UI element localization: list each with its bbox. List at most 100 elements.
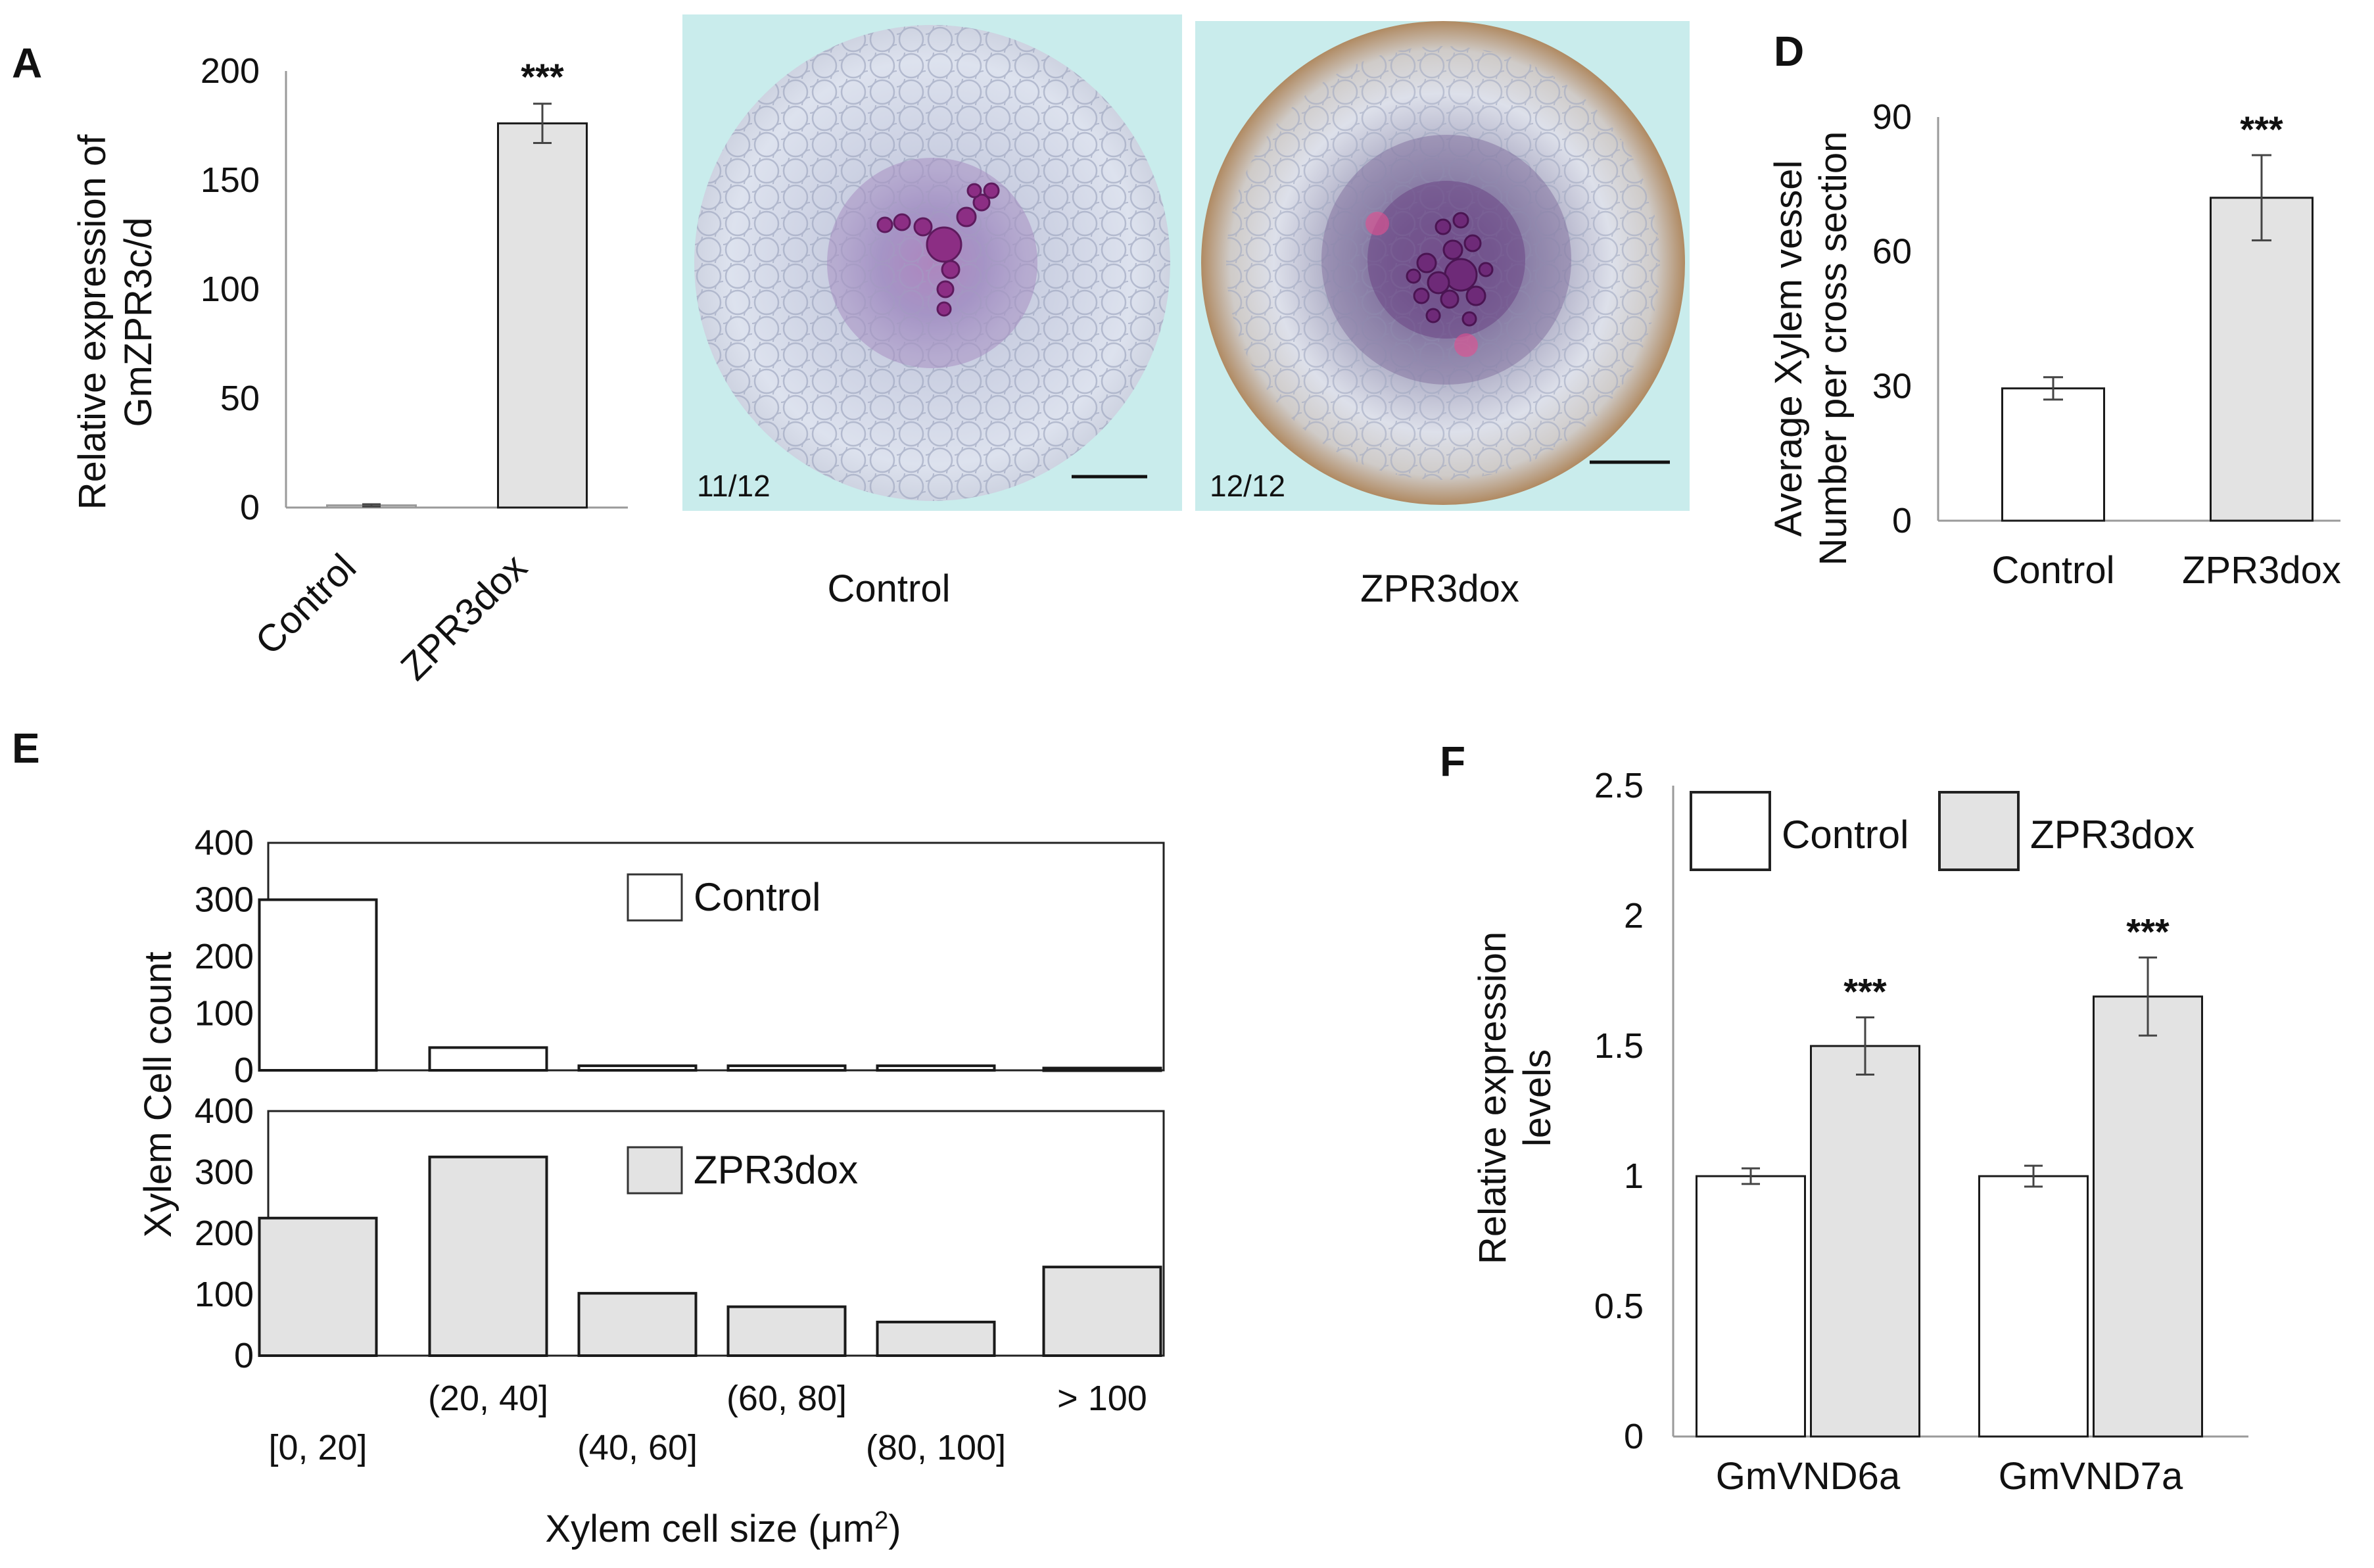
panel-e-bar-zpr3dox-3 [726, 1305, 847, 1357]
panel-e-xtick-3: (60, 80] [726, 1379, 847, 1418]
panel-e-ytick-zpr3dox-4: 400 [195, 1091, 254, 1131]
panel-f-legend-swatch-zpr3dox [1938, 791, 2020, 871]
panel-a-ytick-0: 0 [240, 488, 260, 527]
panel-a-ytick-4: 200 [201, 51, 260, 91]
panel-e-legend-label-control: Control [694, 875, 820, 919]
micrograph-zpr3dox-fraction: 12/12 [1210, 469, 1285, 503]
panel-e-bar-control-2 [577, 1064, 698, 1072]
panel-d-bar-control [2001, 387, 2105, 522]
panel-a-bar-zpr3dox [497, 122, 588, 509]
micrograph-zpr3dox: 12/12 ZPR3dox [1195, 21, 1690, 610]
panel-d-bar-zpr3dox [2210, 197, 2314, 522]
panel-e-ytick-control-2: 200 [195, 937, 254, 976]
panel-d-y-axis-label: Average Xylem vessel Number per cross se… [1767, 131, 1855, 566]
panel-d-ylabel-line-2: Number per cross section [1812, 131, 1855, 566]
panel-f-ytick-1: 0.5 [1594, 1287, 1644, 1326]
panel-e-bar-control-0 [258, 898, 378, 1072]
panel-a-ylabel-line-1: Relative expression of [71, 134, 114, 510]
panel-e-xtick-5: > 100 [1057, 1379, 1147, 1418]
micrograph-zpr3dox-inner-stele [1367, 181, 1525, 339]
panel-f-ytick-4: 2 [1624, 896, 1644, 936]
panel-e-bar-control-4 [876, 1064, 996, 1072]
micrograph-control-xylem-cluster [876, 182, 1000, 317]
panel-f-bar-zpr3dox-gmvnd6a [1810, 1045, 1920, 1438]
panel-a-ylabel-line-2: GmZPR3c/d [117, 217, 160, 427]
panel-e-ytick-zpr3dox-3: 300 [195, 1152, 254, 1192]
panel-f-legend-label-control: Control [1782, 813, 1909, 857]
panel-e-bar-control-5 [1042, 1066, 1162, 1072]
panel-letter-f: F [1440, 738, 1465, 785]
panel-e-legend-swatch-control [627, 873, 683, 922]
panel-f-bar-zpr3dox-gmvnd7a [2093, 995, 2203, 1438]
panel-letter-d: D [1774, 28, 1804, 75]
panel-e-ytick-zpr3dox-2: 200 [195, 1214, 254, 1253]
panel-f-bar-control-gmvnd7a [1978, 1175, 2089, 1438]
micrograph-control-stele [827, 158, 1037, 368]
panel-e-bar-zpr3dox-2 [577, 1292, 698, 1358]
panel-f-legend-label-zpr3dox: ZPR3dox [2030, 813, 2195, 857]
panel-f-ylabel-line-1: Relative expression [1471, 932, 1514, 1264]
panel-e-ytick-control-1: 100 [195, 994, 254, 1033]
panel-e-y-axis-label: Xylem Cell count [137, 951, 179, 1237]
panel-d-significance-zpr3dox: *** [2240, 108, 2283, 150]
micrograph-zpr3dox-xylem-cluster [1406, 212, 1494, 327]
micrograph-control-fraction: 11/12 [697, 469, 771, 503]
panel-f-significance-zpr3dox-gmvnd7a: *** [2126, 911, 2170, 952]
panel-e-xlabel-close: ) [888, 1508, 901, 1550]
panel-f-ytick-2: 1 [1624, 1156, 1644, 1196]
panel-f-ytick-0: 0 [1624, 1417, 1644, 1456]
panel-f-y-axis-label: Relative expression levels [1471, 932, 1559, 1264]
panel-f-bar-control-gmvnd6a [1696, 1175, 1806, 1438]
panel-e-xtick-4: (80, 100] [866, 1428, 1006, 1467]
panel-e-bar-zpr3dox-1 [428, 1155, 548, 1357]
panel-e-xtick-0: [0, 20] [268, 1428, 367, 1467]
panel-a-ytick-2: 100 [201, 270, 260, 309]
panel-f-ytick-5: 2.5 [1594, 766, 1644, 805]
panel-d-ytick-3: 90 [1872, 97, 1912, 137]
panel-a-ytick-3: 150 [201, 160, 260, 200]
panel-e-bar-zpr3dox-4 [876, 1320, 996, 1357]
panel-e-histogram: Xylem Cell count Xylem cell size (μm2) 0… [137, 823, 1165, 1550]
panel-d-vessel-chart: Average Xylem vessel Number per cross se… [1767, 97, 2341, 592]
panel-a-significance-zpr3dox: *** [521, 56, 564, 97]
panel-f-legend-swatch-control [1690, 791, 1771, 871]
panel-e-legend-swatch-zpr3dox [627, 1146, 683, 1195]
panel-f-significance-zpr3dox-gmvnd6a: *** [1843, 970, 1887, 1012]
panel-d-xtick-control: Control [1992, 549, 2115, 592]
panel-e-bar-zpr3dox-5 [1042, 1266, 1162, 1358]
panel-f-ylabel-line-2: levels [1516, 1049, 1559, 1147]
panel-e-bar-zpr3dox-0 [258, 1216, 378, 1357]
panel-e-ytick-control-0: 0 [234, 1051, 254, 1090]
micrograph-control-caption: Control [828, 567, 951, 610]
panel-d-ytick-0: 0 [1892, 501, 1912, 540]
panel-e-ytick-control-3: 300 [195, 880, 254, 920]
micrograph-zpr3dox-caption: ZPR3dox [1360, 567, 1519, 610]
panel-a-xtick-zpr3dox: ZPR3dox [392, 546, 535, 688]
panel-a-expression-chart: Relative expression of GmZPR3c/d 0 50 100 1… [71, 51, 628, 688]
panel-d-xtick-zpr3dox: ZPR3dox [2182, 549, 2341, 592]
panel-f-ytick-3: 1.5 [1594, 1026, 1644, 1066]
panel-e-ytick-control-4: 400 [195, 823, 254, 863]
micrograph-zpr3dox-phloem-spot-2 [1454, 333, 1478, 357]
panel-letter-a: A [12, 39, 42, 87]
panel-e-legend-label-zpr3dox: ZPR3dox [694, 1148, 858, 1192]
panel-e-ytick-zpr3dox-1: 100 [195, 1275, 254, 1314]
panel-a-ytick-1: 50 [220, 379, 260, 418]
micrograph-zpr3dox-phloem-spot-1 [1365, 212, 1389, 235]
panel-d-ylabel-line-1: Average Xylem vessel [1767, 160, 1810, 537]
panel-e-bar-control-1 [428, 1046, 548, 1072]
panel-e-ytick-zpr3dox-0: 0 [234, 1336, 254, 1375]
panel-e-bar-control-3 [726, 1064, 847, 1072]
panel-letter-e: E [12, 725, 40, 772]
panel-e-xtick-2: (40, 60] [577, 1428, 698, 1467]
panel-e-x-axis-label: Xylem cell size (μm2) [545, 1507, 901, 1550]
panel-e-xlabel-superscript: 2 [874, 1507, 888, 1534]
panel-f-xtick-gmvnd6a: GmVND6a [1716, 1455, 1901, 1498]
panel-e-xtick-1: (20, 40] [428, 1379, 548, 1418]
micrograph-control: 11/12 Control [682, 14, 1182, 610]
panel-d-ytick-1: 30 [1872, 366, 1912, 406]
panel-f-xtick-gmvnd7a: GmVND7a [1999, 1455, 2183, 1498]
panel-f-expression-chart: Relative expression levels 0 0.5 1 1.5 2 2.5 *… [1471, 766, 2248, 1498]
panel-a-xtick-control: Control [247, 546, 364, 663]
